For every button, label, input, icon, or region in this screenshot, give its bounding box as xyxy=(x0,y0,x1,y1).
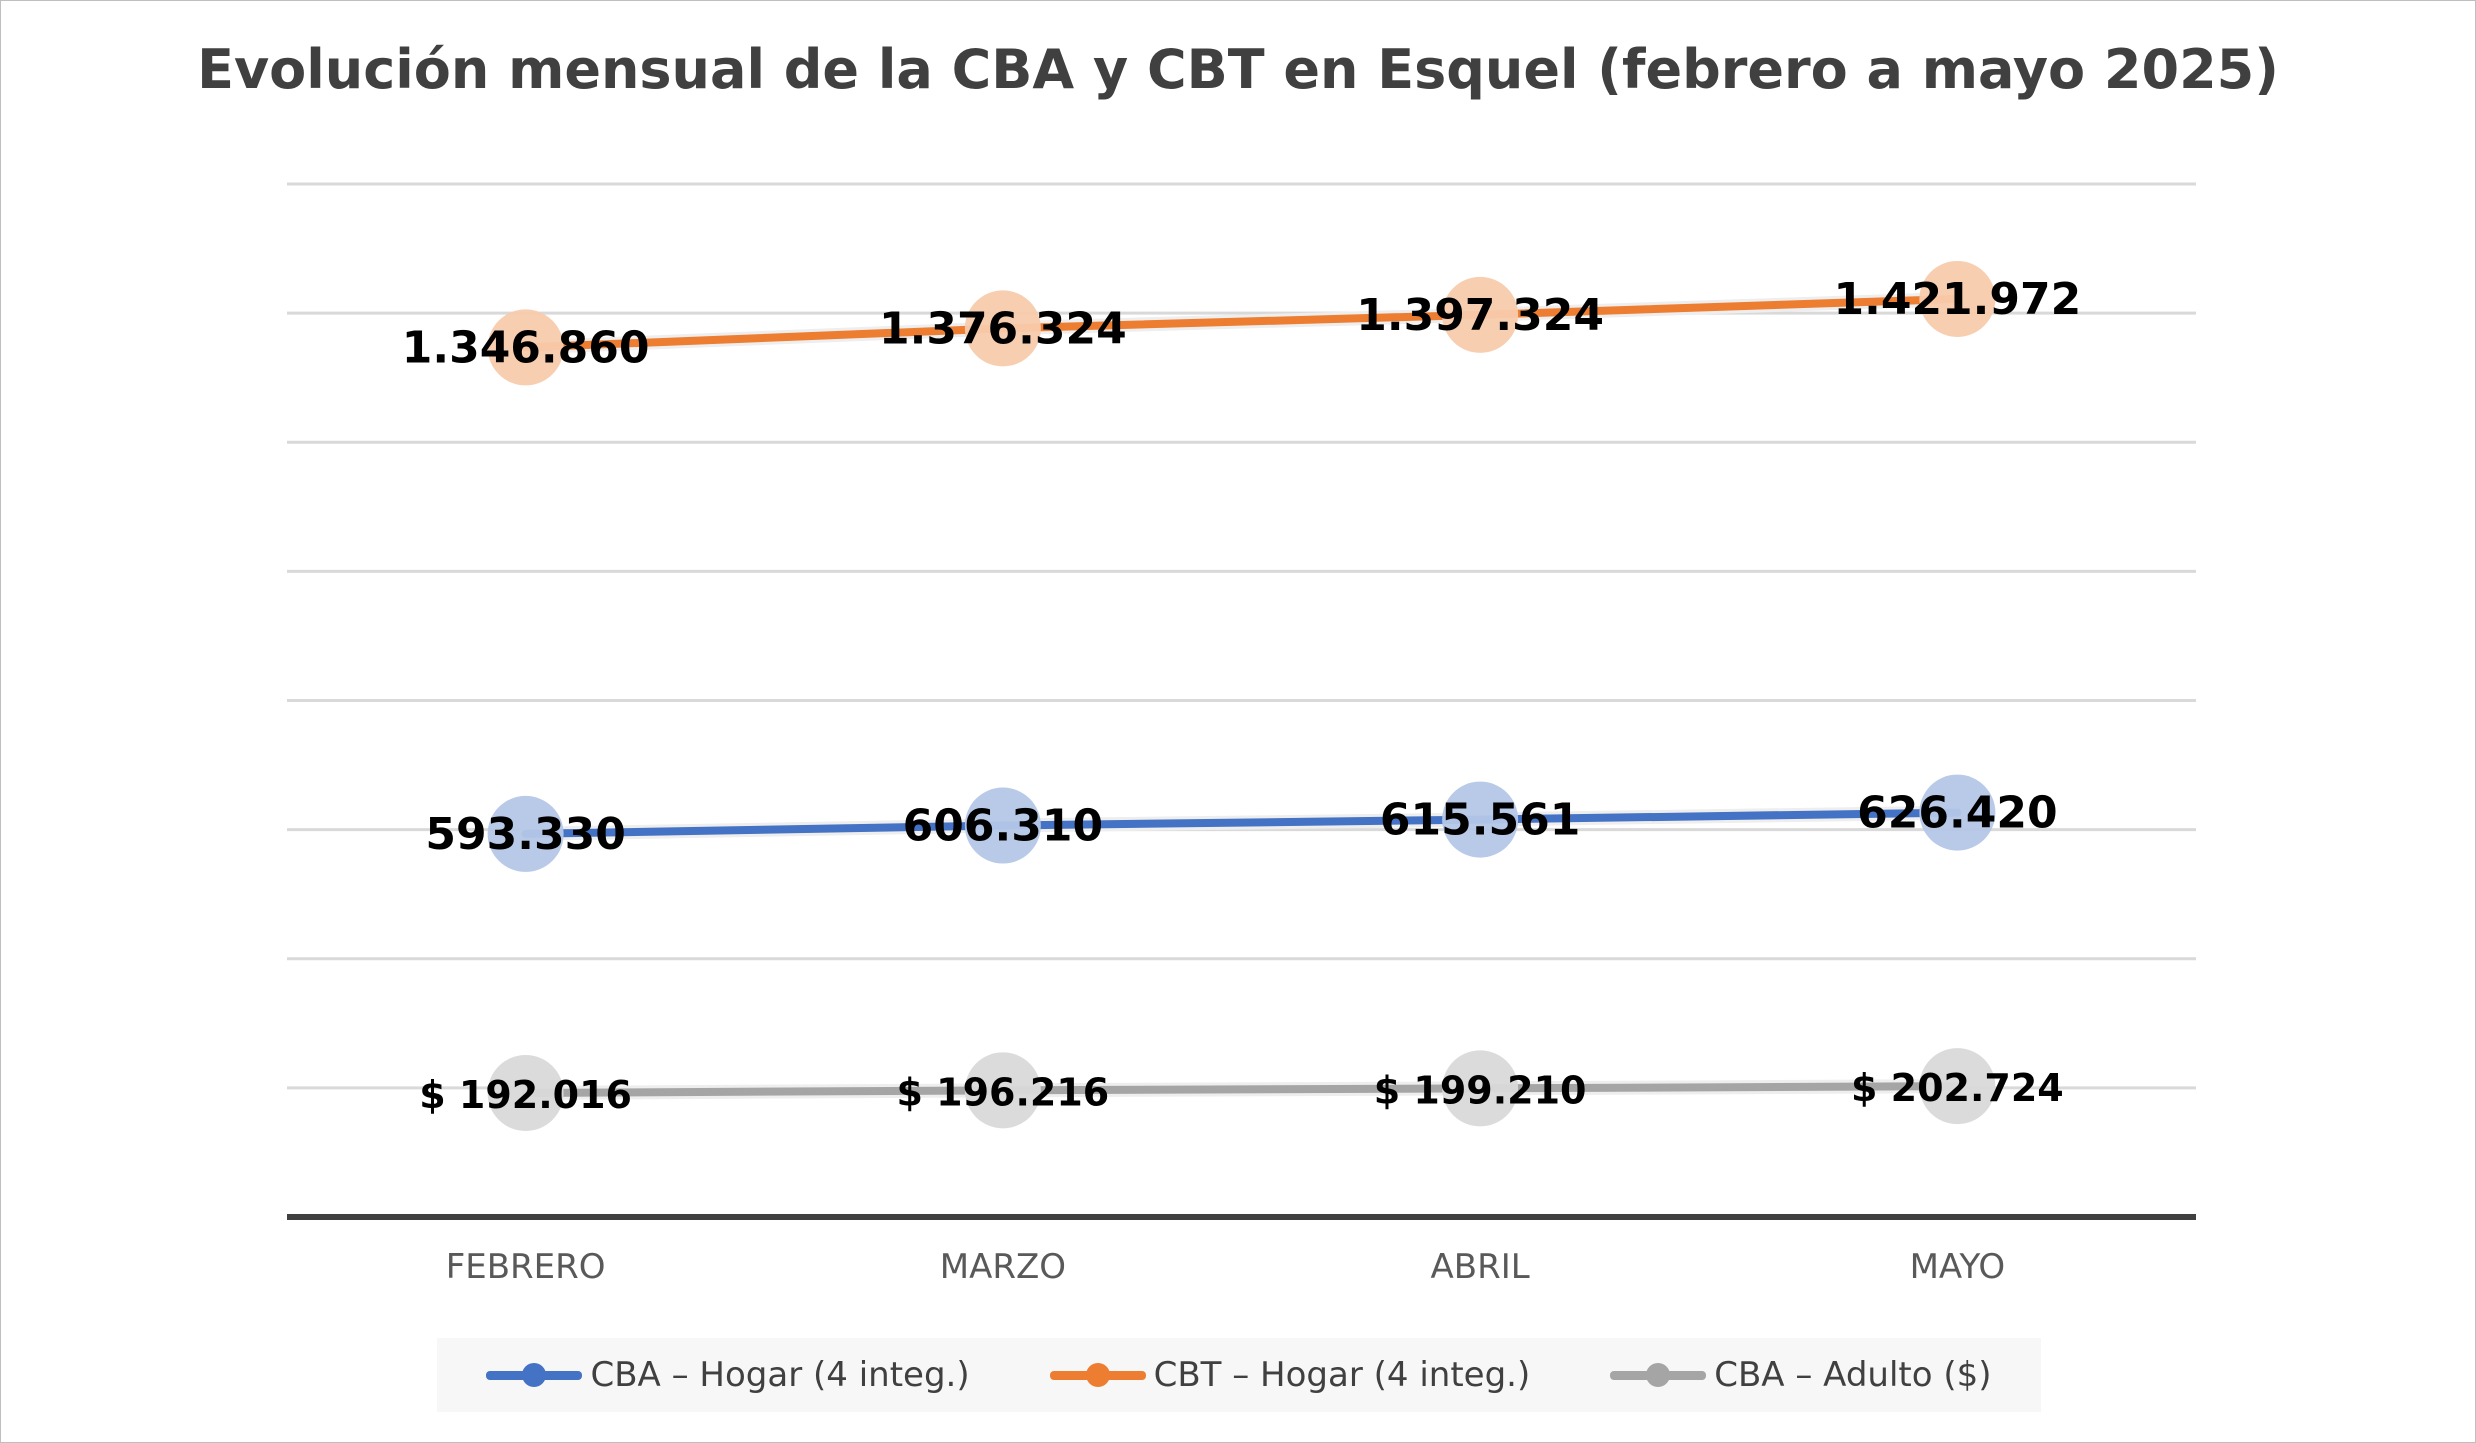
series-line xyxy=(521,1082,1962,1098)
data-point-marker xyxy=(964,290,1041,367)
x-tick-label: ABRIL xyxy=(1431,1247,1530,1287)
data-point-marker xyxy=(964,1052,1041,1129)
legend-swatch-cba-adulto xyxy=(1610,1360,1707,1390)
legend-label-cba-hogar: CBA – Hogar (4 integ.) xyxy=(590,1355,970,1395)
data-label: 1.346.860 xyxy=(402,322,650,373)
data-label: $ 202.724 xyxy=(1851,1066,2064,1110)
data-label: 593.330 xyxy=(425,809,625,860)
data-label: $ 192.016 xyxy=(419,1073,632,1117)
legend-label-cba-adulto: CBA – Adulto ($) xyxy=(1714,1355,1992,1395)
data-label: 1.376.324 xyxy=(879,303,1127,354)
legend-swatch-cba-hogar xyxy=(486,1360,583,1390)
data-point-marker xyxy=(1442,276,1519,353)
legend-item-cbt-hogar: CBT – Hogar (4 integ.) xyxy=(1049,1355,1531,1395)
x-tick-label: FEBRERO xyxy=(446,1247,606,1287)
x-tick-label: MAYO xyxy=(1910,1247,2006,1287)
data-label: 1.421.972 xyxy=(1834,274,2082,325)
data-label: 615.561 xyxy=(1380,795,1580,846)
chart-title: Evolución mensual de la CBA y CBT en Esq… xyxy=(197,38,2279,101)
data-label: $ 196.216 xyxy=(897,1070,1110,1114)
data-point-marker xyxy=(1919,774,1996,851)
data-point-marker xyxy=(964,787,1041,864)
legend-item-cba-adulto: CBA – Adulto ($) xyxy=(1610,1355,1992,1395)
legend-swatch-cbt-hogar xyxy=(1049,1360,1146,1390)
data-point-marker xyxy=(487,309,564,386)
data-point-marker xyxy=(487,795,564,872)
legend-label-cbt-hogar: CBT – Hogar (4 integ.) xyxy=(1153,1355,1531,1395)
series-line xyxy=(521,808,1962,838)
data-point-marker xyxy=(1442,781,1519,858)
chart-legend: CBA – Hogar (4 integ.) CBT – Hogar (4 in… xyxy=(437,1338,2041,1412)
data-point-marker xyxy=(487,1055,564,1132)
data-point-marker xyxy=(1919,1048,1996,1125)
data-point-marker xyxy=(1919,260,1996,337)
series-line xyxy=(521,294,1962,352)
legend-item-cba-hogar: CBA – Hogar (4 integ.) xyxy=(486,1355,970,1395)
data-label: 606.310 xyxy=(903,801,1103,852)
x-tick-label: MARZO xyxy=(940,1247,1066,1287)
data-label: 1.397.324 xyxy=(1356,290,1604,341)
data-point-marker xyxy=(1442,1050,1519,1127)
data-label: 626.420 xyxy=(1857,788,2057,839)
data-label: $ 199.210 xyxy=(1374,1068,1587,1112)
